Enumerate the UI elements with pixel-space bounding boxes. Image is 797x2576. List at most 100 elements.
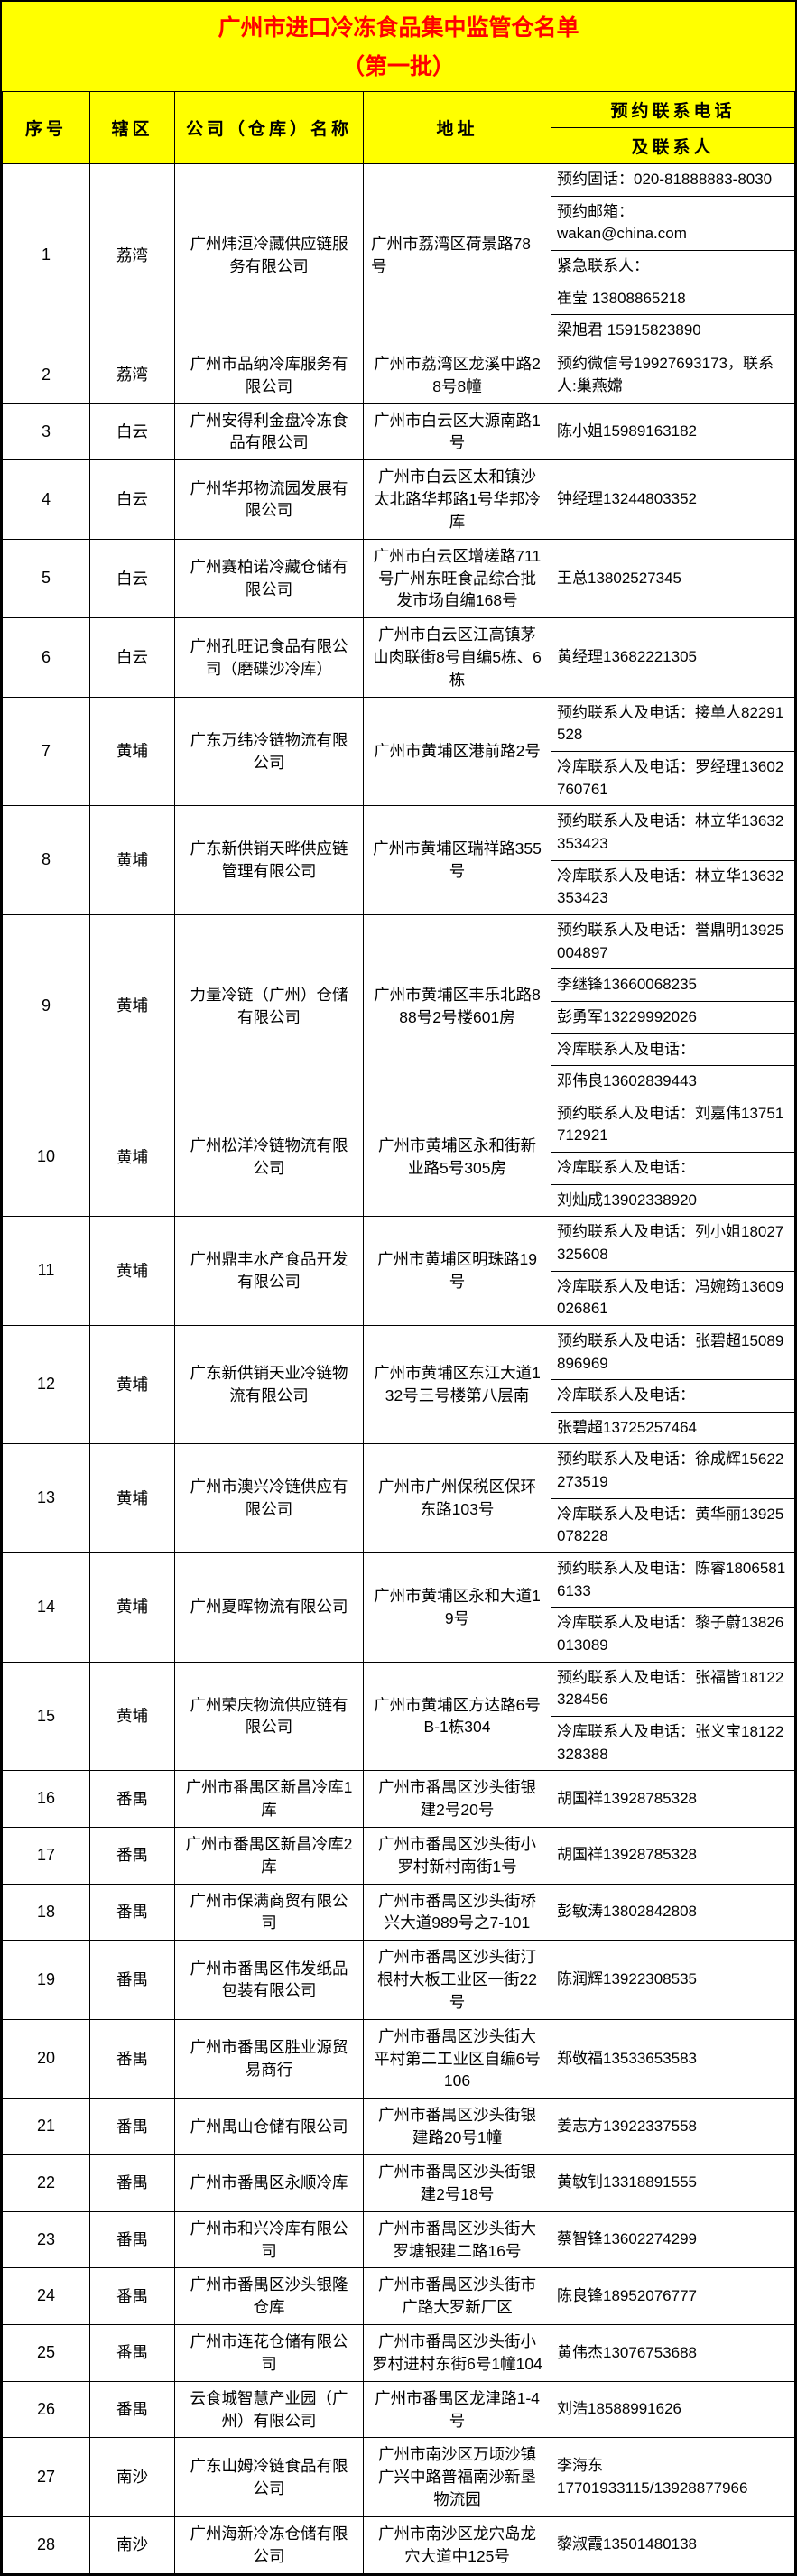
cell-no: 14	[2, 1552, 90, 1663]
cell-no: 28	[2, 2516, 90, 2574]
contact-entry: 李海东 17701933115/13928877966	[557, 2457, 748, 2497]
cell-address: 广州市白云区江高镇茅山肉联街8号自编5栋、6栋	[363, 617, 551, 698]
cell-company: 广州海新冷冻仓储有限公司	[174, 2516, 364, 2574]
column-header-contact-line1: 预约联系电话	[551, 92, 794, 128]
table-header: 序号 辖区 公司（仓库）名称 地址 预约联系电话 及联系人	[2, 91, 795, 164]
cell-address: 广州市番禺区龙津路1-4号	[363, 2380, 551, 2439]
table-row: 19 番禺 广州市番禺区伟发纸品包装有限公司 广州市番禺区沙头街汀根村大板工业区一街2…	[2, 1940, 795, 2020]
cell-address: 广州市白云区增槎路711号广州东旺食品综合批发市场自编168号	[363, 538, 551, 619]
cell-no: 13	[2, 1443, 90, 1554]
cell-no: 27	[2, 2437, 90, 2517]
contact-entry: 彭敏涛13802842808	[557, 1903, 698, 1921]
cell-contact: 陈小姐15989163182	[551, 403, 795, 461]
cell-district: 番禺	[89, 2267, 175, 2326]
contact-entry: 胡国祥13928785328	[557, 1789, 698, 1807]
cell-contact: 胡国祥13928785328	[551, 1770, 795, 1828]
contact-entry: 刘浩18588991626	[557, 2400, 682, 2418]
cell-company: 广州市番禺区伟发纸品包装有限公司	[174, 1940, 364, 2020]
cell-district: 番禺	[89, 2018, 175, 2099]
table-row: 9 黄埔 力量冷链（广州）仓储有限公司 广州市黄埔区丰乐北路888号2号楼601房 预约…	[2, 913, 795, 1098]
table-body: 1 荔湾 广州炜洹冷藏供应链服务有限公司 广州市荔湾区荷景路78号 预约固话：020-8…	[2, 163, 795, 2574]
table-row: 14 黄埔 广州夏晖物流有限公司 广州市黄埔区永和大道19号 预约联系人及电话：陈睿18…	[2, 1552, 795, 1663]
cell-company: 力量冷链（广州）仓储有限公司	[174, 913, 364, 1098]
cell-contact: 黄伟杰13076753688	[551, 2324, 795, 2382]
cell-address: 广州市黄埔区瑞祥路355号	[363, 805, 551, 915]
cell-district: 黄埔	[89, 1097, 175, 1218]
contact-entry: 预约联系人及电话：徐成辉15622273519	[551, 1444, 794, 1499]
table-row: 10 黄埔 广州松洋冷链物流有限公司 广州市黄埔区永和街新业路5号305房 预约联系人及…	[2, 1097, 795, 1218]
cell-company: 广州市番禺区胜业源贸易商行	[174, 2018, 364, 2099]
page-title-line2: （第一批）	[341, 53, 455, 79]
table-row: 11 黄埔 广州鼎丰水产食品开发有限公司 广州市黄埔区明珠路19号 预约联系人及电话：列…	[2, 1216, 795, 1326]
cell-address: 广州市广州保税区保环东路103号	[363, 1443, 551, 1554]
cell-address: 广州市黄埔区方达路6号B-1栋304	[363, 1661, 551, 1772]
cell-no: 21	[2, 2098, 90, 2155]
cell-no: 18	[2, 1883, 90, 1941]
cell-district: 黄埔	[89, 1552, 175, 1663]
table-row: 5 白云 广州赛柏诺冷藏仓储有限公司 广州市白云区增槎路711号广州东旺食品综合批发市…	[2, 538, 795, 619]
cell-district: 白云	[89, 617, 175, 698]
cell-no: 25	[2, 2324, 90, 2382]
contact-entry: 蔡智锋13602274299	[557, 2230, 698, 2248]
contact-entry: 黄敏钊13318891555	[557, 2173, 698, 2191]
cell-no: 9	[2, 913, 90, 1098]
cell-no: 2	[2, 346, 90, 404]
cell-address: 广州市南沙区龙穴岛龙穴大道中125号	[363, 2516, 551, 2574]
contact-entry: 梁旭君 15915823890	[557, 321, 701, 339]
cell-contact: 王总13802527345	[551, 538, 795, 619]
cell-no: 22	[2, 2154, 90, 2212]
cell-contact: 黄敏钊13318891555	[551, 2154, 795, 2212]
column-header-contact: 预约联系电话 及联系人	[551, 91, 795, 164]
cell-contact: 预约微信号19927693173，联系人:巢燕嫦	[551, 346, 795, 404]
cell-address: 广州市番禺区沙头街大平村第二工业区自编6号106	[363, 2018, 551, 2099]
contact-entry: 张碧超13725257464	[557, 1418, 698, 1436]
cell-no: 26	[2, 2380, 90, 2439]
contact-entry: 预约微信号19927693173，联系人:巢燕嫦	[557, 355, 774, 394]
column-header-company: 公司（仓库）名称	[174, 91, 364, 164]
table-row: 2 荔湾 广州市品纳冷库服务有限公司 广州市荔湾区龙溪中路28号8幢 预约微信号1992…	[2, 346, 795, 404]
cell-contact: 李海东 17701933115/13928877966	[551, 2437, 795, 2517]
column-header-district: 辖区	[89, 91, 175, 164]
cell-district: 黄埔	[89, 913, 175, 1098]
contact-entry: 预约联系人及电话：接单人82291528	[551, 698, 794, 753]
cell-no: 16	[2, 1770, 90, 1828]
contact-entry: 紧急联系人：	[551, 251, 794, 283]
cell-address: 广州市番禺区沙头街大罗塘银建二路16号	[363, 2210, 551, 2269]
contact-entry: 冷库联系人及电话：	[551, 1153, 794, 1185]
contact-entry: 预约联系人及电话：张福皆18122328456	[551, 1663, 794, 1717]
table-row: 25 番禺 广州市连花仓储有限公司 广州市番禺区沙头街小罗村进村东街6号1幢104 黄伟…	[2, 2324, 795, 2382]
contact-entry: 冷库联系人及电话：黄华丽13925078228	[557, 1505, 784, 1545]
cell-contact: 郑敬福13533653583	[551, 2018, 795, 2099]
cell-no: 11	[2, 1216, 90, 1326]
cell-district: 番禺	[89, 1883, 175, 1941]
contact-entry: 刘灿成13902338920	[557, 1191, 698, 1209]
table-row: 15 黄埔 广州荣庆物流供应链有限公司 广州市黄埔区方达路6号B-1栋304 预约联系人…	[2, 1661, 795, 1772]
table-row: 6 白云 广州孔旺记食品有限公司（磨碟沙冷库） 广州市白云区江高镇茅山肉联街8号自编5…	[2, 617, 795, 698]
cell-district: 荔湾	[89, 163, 175, 347]
contact-entry: 黎淑霞13501480138	[557, 2535, 698, 2553]
contact-entry: 冷库联系人及电话：黎子蔚13826013089	[557, 1614, 784, 1654]
cell-no: 3	[2, 403, 90, 461]
cell-address: 广州市番禺区沙头街银建2号18号	[363, 2154, 551, 2212]
table-row: 4 白云 广州华邦物流园发展有限公司 广州市白云区太和镇沙太北路华邦路1号华邦冷库 钟经…	[2, 459, 795, 540]
cell-company: 广东新供销天业冷链物流有限公司	[174, 1324, 364, 1445]
cell-contact: 黄经理13682221305	[551, 617, 795, 698]
cell-company: 广州夏晖物流有限公司	[174, 1552, 364, 1663]
contact-entry: 邓伟良13602839443	[557, 1072, 698, 1090]
cell-address: 广州市白云区太和镇沙太北路华邦路1号华邦冷库	[363, 459, 551, 540]
cell-company: 广州荣庆物流供应链有限公司	[174, 1661, 364, 1772]
cell-contact: 胡国祥13928785328	[551, 1826, 795, 1885]
contact-entry: 预约联系人及电话：张碧超15089896969	[551, 1326, 794, 1381]
contact-entry: 冷库联系人及电话：张义宝18122328388	[557, 1722, 784, 1763]
contact-entry: 陈良锋18952076777	[557, 2286, 698, 2304]
cell-district: 黄埔	[89, 805, 175, 915]
cell-no: 8	[2, 805, 90, 915]
cell-address: 广州市番禺区沙头街汀根村大板工业区一街22号	[363, 1940, 551, 2020]
cell-company: 广州松洋冷链物流有限公司	[174, 1097, 364, 1218]
cell-contact: 预约联系人及电话：陈睿18065816133 冷库联系人及电话：黎子蔚138260…	[551, 1552, 795, 1663]
cell-company: 广州鼎丰水产食品开发有限公司	[174, 1216, 364, 1326]
cell-company: 广州市品纳冷库服务有限公司	[174, 346, 364, 404]
cell-district: 黄埔	[89, 1324, 175, 1445]
table-row: 18 番禺 广州市保满商贸有限公司 广州市番禺区沙头街桥兴大道989号之7-101 彭敏…	[2, 1883, 795, 1941]
